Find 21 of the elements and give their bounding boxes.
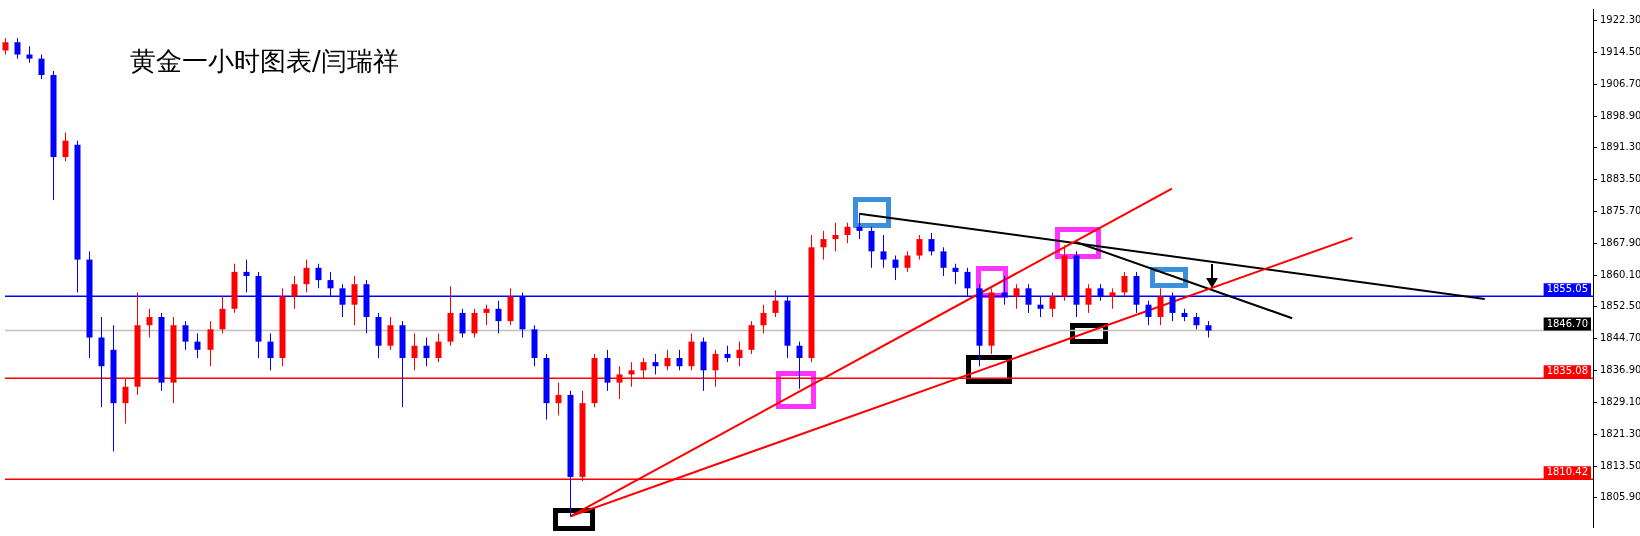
ref-line-label: 1846.70	[1546, 317, 1589, 329]
y-tick-label: 1805.90	[1600, 491, 1640, 503]
text: 黄金一小时图表/闫瑞祥	[130, 45, 399, 78]
ref-line-label: 1855.05	[1546, 283, 1589, 295]
ref-line-label: 1835.08	[1546, 365, 1589, 377]
y-tick-label: 1906.70	[1600, 78, 1640, 90]
y-tick-label: 1852.50	[1600, 300, 1640, 312]
y-tick-label: 1914.50	[1600, 46, 1640, 58]
y-tick-label: 1891.30	[1600, 141, 1640, 153]
y-tick-label: 1813.50	[1600, 460, 1640, 472]
y-tick-label: 1860.10	[1600, 269, 1640, 281]
y-tick-label: 1898.90	[1600, 110, 1640, 122]
y-tick-label: 1883.50	[1600, 173, 1640, 185]
y-tick-label: 1821.30	[1600, 428, 1640, 440]
y-tick-label: 1867.90	[1600, 237, 1640, 249]
y-tick-label: 1844.70	[1600, 332, 1640, 344]
y-tick-label: 1829.10	[1600, 396, 1640, 408]
y-tick-label: 1836.90	[1600, 364, 1640, 376]
y-tick-label: 1922.30	[1600, 14, 1640, 26]
y-tick-label: 1875.70	[1600, 205, 1640, 217]
ref-line-label: 1810.42	[1546, 466, 1589, 478]
